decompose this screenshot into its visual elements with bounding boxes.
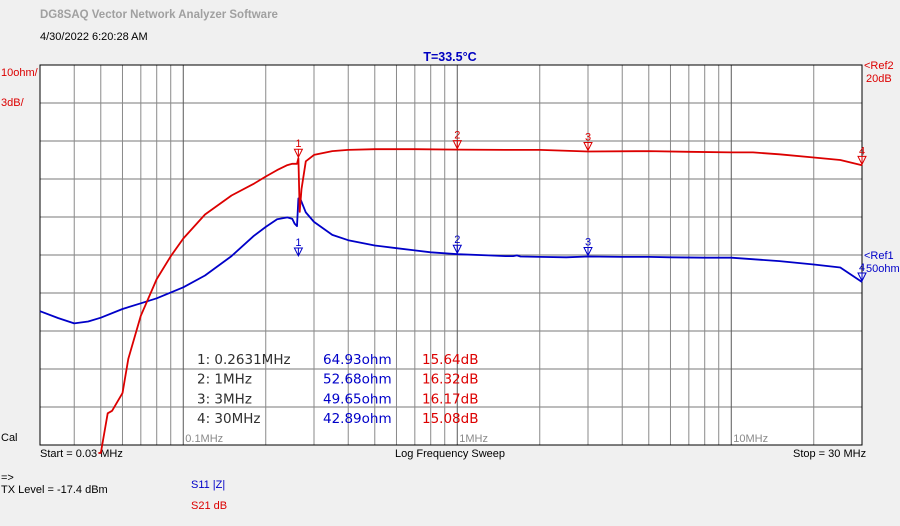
s11-marker-4 [857, 272, 867, 283]
s21-trace [98, 148, 863, 454]
frequency-tick-label: 0.1MHz [185, 433, 223, 445]
ref2-value: 20dB [866, 73, 892, 85]
frequency-tick-label: 10MHz [733, 433, 768, 445]
marker-readout-freq: 2: 1MHz [197, 372, 252, 388]
sweep-start: Start = 0.03 MHz [40, 448, 123, 460]
s11-marker-3 [583, 247, 593, 257]
marker-readout-row: 1: 0.2631MHz 64.93ohm 15.64dB [197, 352, 478, 368]
s21-marker-4 [857, 155, 867, 166]
app-title: DG8SAQ Vector Network Analyzer Software [40, 9, 278, 21]
ref1-label: <Ref1 [864, 250, 894, 262]
legend-s21: S21 dB [191, 500, 228, 512]
temperature-readout: T=33.5°C [423, 50, 477, 64]
marker-readout-row: 3: 3MHz 49.65ohm 16.17dB [197, 391, 478, 407]
ref2-label: <Ref2 [864, 60, 894, 72]
s21-marker-label: 2 [454, 130, 460, 142]
s21-marker-label: 3 [585, 132, 591, 144]
s11-marker-2 [452, 244, 463, 255]
frequency-tick-label: 1MHz [459, 433, 488, 445]
marker-readout-freq: 4: 30MHz [197, 411, 261, 427]
s21-marker-label: 1 [295, 138, 301, 150]
marker-readout-freq: 1: 0.2631MHz [197, 352, 291, 368]
s21-marker-2 [452, 140, 463, 150]
db-scale-label: 3dB/ [1, 97, 24, 109]
s11-trace [39, 197, 863, 325]
s21-marker-3 [583, 142, 593, 152]
tx-level: TX Level = -17.4 dBm [1, 484, 108, 496]
s11-marker-label: 2 [454, 234, 460, 246]
s11-marker-label: 3 [585, 237, 591, 249]
timestamp: 4/30/2022 6:20:28 AM [40, 31, 148, 43]
marker-readout-row: 4: 30MHz 42.89ohm 15.08dB [197, 411, 478, 427]
s21-marker-label: 4 [859, 145, 865, 157]
sweep-stop: Stop = 30 MHz [793, 448, 867, 460]
s11-marker-label: 1 [295, 237, 301, 249]
marker-readout-s11: 52.68ohm [323, 372, 392, 388]
marker-readout-s21: 16.17dB [422, 391, 478, 407]
marker-readout-s11: 42.89ohm [323, 411, 392, 427]
marker-readout-s21: 16.32dB [422, 372, 478, 388]
s21-marker-1 [293, 148, 304, 159]
ref1-value: 50ohm [866, 263, 900, 275]
cal-label: Cal [1, 432, 18, 444]
arrow-indicator: => [1, 472, 14, 484]
legend-s11: S11 |Z| [191, 479, 226, 491]
marker-readout-row: 2: 1MHz 52.68ohm 16.32dB [197, 372, 478, 388]
plot-border [39, 64, 863, 446]
s11-marker-1 [293, 247, 304, 258]
marker-readout-s11: 49.65ohm [323, 391, 392, 407]
marker-readout-s21: 15.64dB [422, 352, 478, 368]
marker-readout-s21: 15.08dB [422, 411, 478, 427]
sweep-mode: Log Frequency Sweep [394, 448, 506, 460]
marker-readout-freq: 3: 3MHz [197, 391, 252, 407]
impedance-scale-label: 10ohm/ [1, 67, 38, 79]
s11-marker-label: 4 [859, 262, 865, 274]
marker-readout-s11: 64.93ohm [323, 352, 392, 368]
